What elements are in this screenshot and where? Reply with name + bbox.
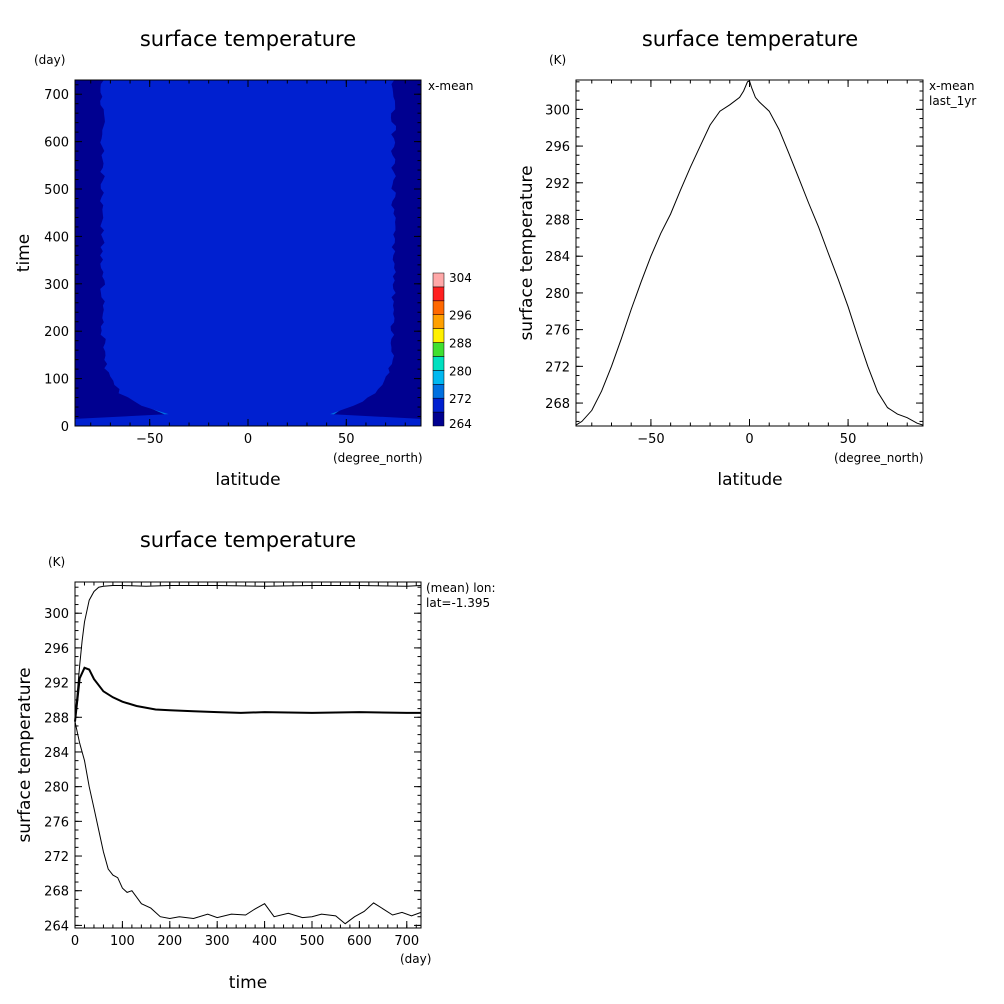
y-tick-label: 280	[44, 781, 69, 796]
y-tick-label: 100	[44, 373, 69, 388]
colorbar-swatch	[432, 314, 445, 329]
panel-profile: surface temperature (K) x-mean last_1yr …	[517, 27, 976, 490]
x-tick-label: 50	[338, 432, 355, 447]
timeseries-title: surface temperature	[140, 528, 356, 552]
y-tick-label: 700	[44, 88, 69, 103]
y-tick-label: 280	[545, 287, 570, 302]
y-tick-label: 272	[44, 850, 69, 865]
panel-timeseries: surface temperature (K) (mean) lon: lat=…	[15, 528, 496, 993]
colorbar-swatch	[432, 272, 445, 288]
timeseries-lines	[74, 585, 422, 925]
colorbar-swatch	[432, 397, 445, 413]
y-tick-label: 276	[44, 815, 69, 830]
colorbar-swatch	[432, 411, 445, 427]
colorbar-swatch	[432, 342, 445, 357]
x-tick-label: 400	[252, 934, 277, 949]
heatmap-ylabel: time	[14, 234, 34, 272]
x-tick-label: 0	[745, 432, 753, 447]
colorbar-swatch	[432, 328, 445, 343]
profile-xlabel: latitude	[717, 470, 782, 490]
timeseries-xunit: (day)	[400, 952, 431, 966]
y-tick-label: 268	[545, 397, 570, 412]
x-tick-label: 50	[840, 432, 857, 447]
timeseries-line-3	[74, 721, 422, 925]
y-tick-label: 264	[44, 919, 69, 934]
y-tick-label: 0	[61, 420, 69, 435]
y-tick-label: 288	[545, 214, 570, 229]
y-tick-label: 200	[44, 325, 69, 340]
y-tick-label: 300	[44, 607, 69, 622]
x-tick-label: 100	[110, 934, 135, 949]
y-tick-label: 300	[545, 103, 570, 118]
colorbar-label: 272	[449, 392, 472, 406]
x-tick-label: 0	[244, 432, 252, 447]
profile-xunit: (degree_north)	[834, 451, 924, 465]
y-tick-label: 272	[545, 360, 570, 375]
colorbar-swatch	[432, 370, 445, 385]
colorbar-swatch	[432, 384, 445, 399]
timeseries-note-2: lat=-1.395	[426, 596, 490, 610]
colorbar-label: 296	[449, 309, 472, 323]
colorbar-swatch	[432, 286, 445, 302]
heatmap-fills	[75, 80, 421, 426]
y-tick-label: 268	[44, 885, 69, 900]
timeseries-line-2	[74, 666, 421, 722]
timeseries-yunit: (K)	[48, 555, 65, 569]
y-tick-label: 284	[545, 250, 570, 265]
y-tick-label: 300	[44, 278, 69, 293]
x-tick-label: 500	[300, 934, 325, 949]
colorbar-swatch	[432, 300, 445, 315]
y-tick-label: 500	[44, 183, 69, 198]
y-tick-label: 276	[545, 324, 570, 339]
x-tick-label: 0	[71, 934, 79, 949]
x-tick-label: −50	[637, 432, 664, 447]
profile-ticks: −50 0 50 268 272 276 280 284 288 292 296 300	[545, 80, 923, 447]
colorbar-label: 280	[449, 364, 472, 378]
x-tick-label: 600	[347, 934, 372, 949]
colorbar-label: 304	[449, 271, 472, 285]
y-tick-label: 600	[44, 136, 69, 151]
profile-yunit: (K)	[549, 53, 566, 67]
profile-title: surface temperature	[642, 27, 858, 51]
y-tick-label: 296	[44, 642, 69, 657]
heatmap-xunit: (degree_north)	[333, 451, 423, 465]
timeseries-line-1	[74, 585, 422, 718]
y-tick-label: 288	[44, 711, 69, 726]
heatmap-band-268	[75, 80, 421, 426]
heatmap-title: surface temperature	[140, 27, 356, 51]
heatmap-xlabel: latitude	[215, 470, 280, 490]
y-tick-label: 400	[44, 230, 69, 245]
profile-series-line	[575, 80, 924, 426]
x-tick-label: 200	[157, 934, 182, 949]
colorbar: 264 272 280 288 296 304	[432, 271, 472, 431]
heatmap-yunit: (day)	[34, 53, 65, 67]
timeseries-ticks: 0 100 200 300 400 500 600 700 264 268 272 276 280 284…	[44, 582, 421, 949]
x-tick-label: 700	[394, 934, 419, 949]
x-tick-label: 300	[205, 934, 230, 949]
x-tick-label: −50	[136, 432, 163, 447]
heatmap-note: x-mean	[428, 79, 473, 93]
timeseries-frame	[74, 581, 422, 929]
y-tick-label: 296	[545, 140, 570, 155]
y-tick-label: 284	[44, 746, 69, 761]
colorbar-label: 264	[449, 417, 472, 431]
panel-heatmap: surface temperature (day) x-mean −50 0 500…	[14, 27, 473, 490]
timeseries-ylabel: surface temperature	[15, 667, 35, 842]
y-tick-label: 292	[44, 677, 69, 692]
y-tick-label: 292	[545, 177, 570, 192]
colorbar-swatch	[432, 356, 445, 371]
colorbar-label: 288	[449, 337, 472, 351]
profile-note-2: last_1yr	[929, 94, 976, 108]
profile-ylabel: surface temperature	[517, 165, 537, 340]
timeseries-note-1: (mean) lon:	[426, 581, 496, 595]
timeseries-xlabel: time	[229, 973, 267, 993]
profile-note-1: x-mean	[929, 79, 974, 93]
